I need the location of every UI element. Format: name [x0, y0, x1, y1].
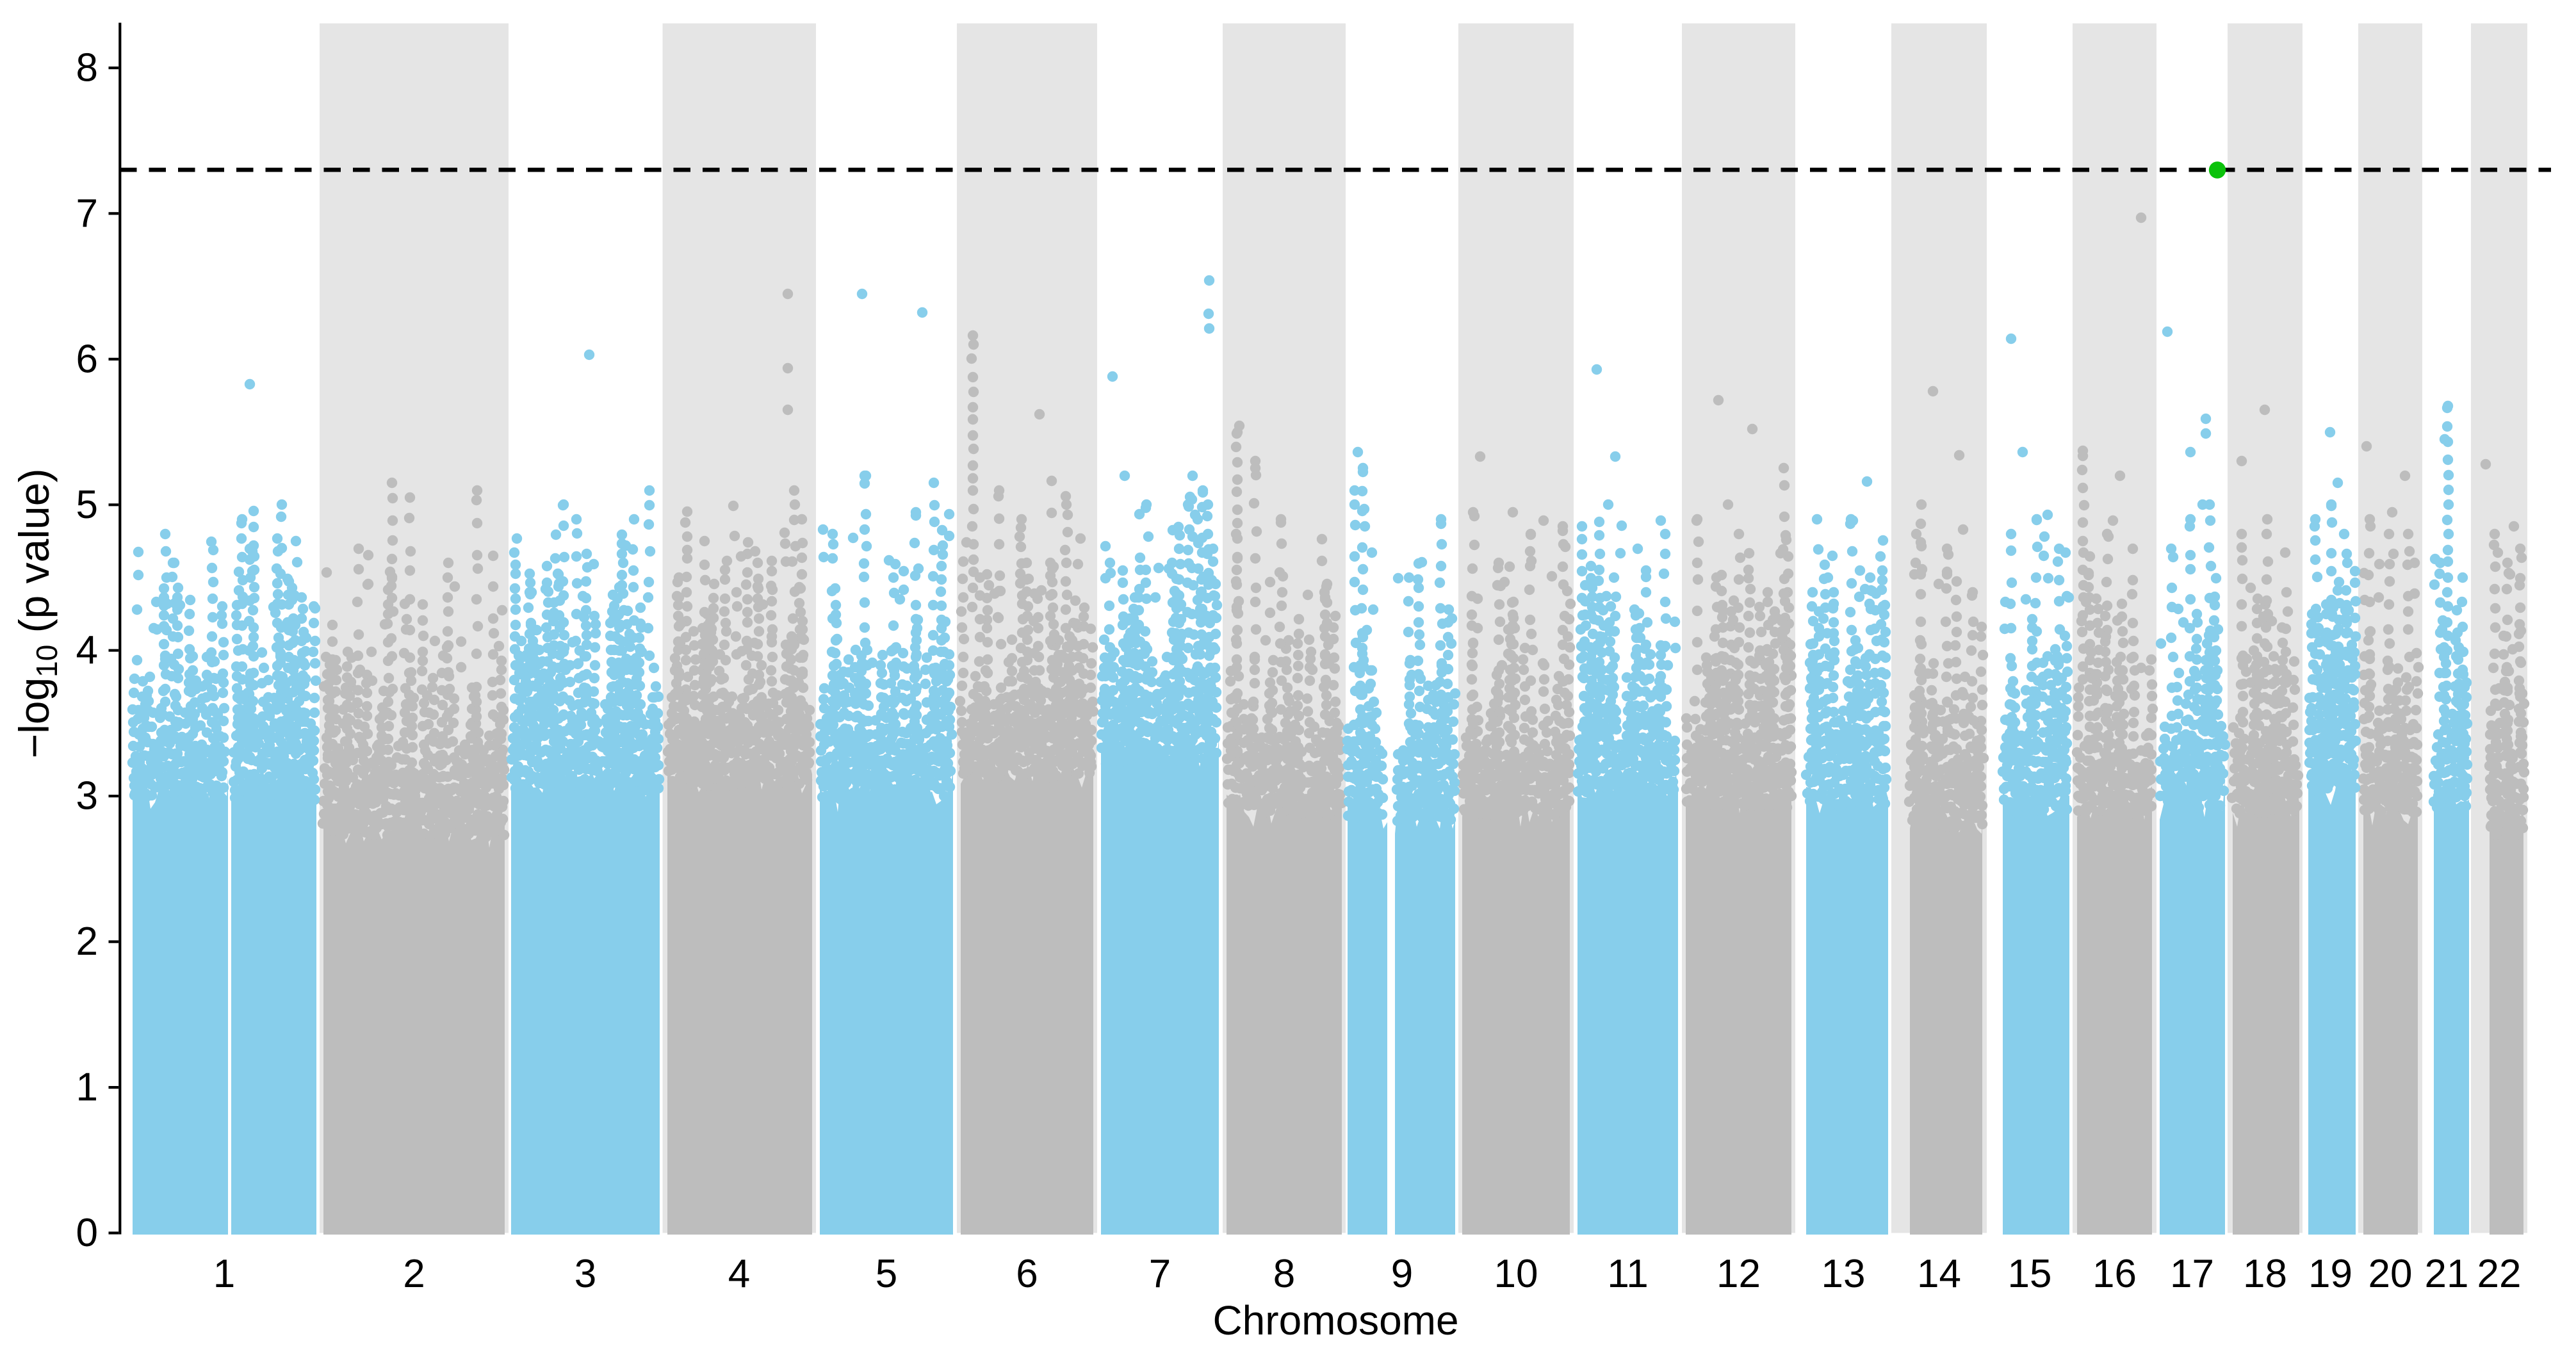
svg-text:16: 16: [2092, 1252, 2137, 1296]
svg-text:4: 4: [728, 1252, 750, 1296]
svg-text:8: 8: [76, 46, 98, 90]
svg-text:12: 12: [1716, 1252, 1761, 1296]
svg-text:20: 20: [2368, 1252, 2413, 1296]
svg-text:22: 22: [2477, 1252, 2522, 1296]
svg-text:18: 18: [2243, 1252, 2287, 1296]
svg-text:10: 10: [1494, 1252, 1538, 1296]
svg-text:8: 8: [1273, 1252, 1295, 1296]
svg-text:17: 17: [2170, 1252, 2214, 1296]
svg-text:14: 14: [1917, 1252, 1961, 1296]
svg-text:5: 5: [876, 1252, 897, 1296]
svg-text:2: 2: [403, 1252, 425, 1296]
svg-text:15: 15: [2008, 1252, 2052, 1296]
svg-text:3: 3: [76, 774, 98, 818]
svg-text:6: 6: [76, 337, 98, 381]
svg-text:5: 5: [76, 483, 98, 527]
svg-text:3: 3: [575, 1252, 596, 1296]
svg-text:13: 13: [1822, 1252, 1866, 1296]
svg-text:19: 19: [2308, 1252, 2352, 1296]
svg-text:4: 4: [76, 628, 98, 672]
svg-text:0: 0: [76, 1211, 98, 1255]
svg-text:11: 11: [1607, 1252, 1648, 1296]
svg-text:1: 1: [76, 1066, 98, 1110]
svg-text:Chromosome: Chromosome: [1212, 1297, 1458, 1343]
svg-text:−log10 (p value): −log10 (p value): [10, 469, 63, 759]
svg-text:9: 9: [1391, 1252, 1413, 1296]
svg-text:2: 2: [76, 920, 98, 964]
svg-text:7: 7: [1149, 1252, 1171, 1296]
svg-text:21: 21: [2425, 1252, 2469, 1296]
svg-text:6: 6: [1016, 1252, 1038, 1296]
svg-text:7: 7: [76, 191, 98, 236]
svg-text:1: 1: [213, 1252, 235, 1296]
